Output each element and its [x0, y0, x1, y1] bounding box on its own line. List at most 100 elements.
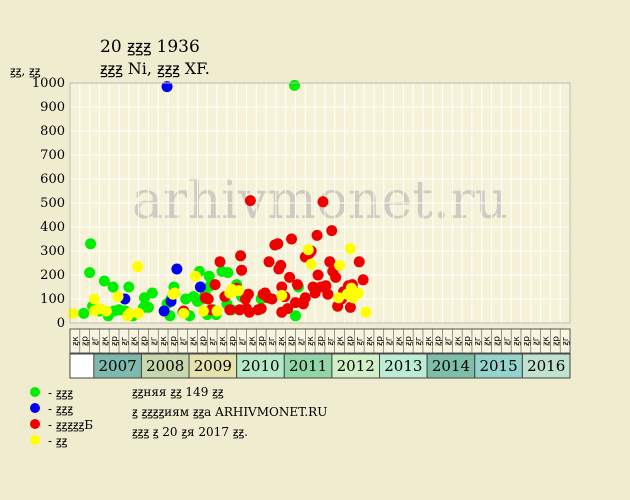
quarter-label: ꙃк	[453, 336, 463, 346]
data-point	[311, 229, 323, 241]
year-cell	[331, 353, 381, 379]
data-point	[317, 196, 329, 208]
quarter-label: ꙃр	[551, 336, 561, 346]
data-point	[142, 301, 154, 313]
legend-label: - ꙃꙃ	[48, 433, 68, 448]
year-label: 2012	[337, 357, 375, 375]
legend-item-green: - ꙃꙃꙃ	[30, 384, 93, 400]
y-tick-label: 300	[40, 244, 65, 259]
quarter-label: ꙃр	[345, 336, 355, 346]
year-label: 2011	[289, 357, 327, 375]
quarter-label: ꙃр	[463, 336, 473, 346]
y-tick-label: 1000	[32, 76, 65, 91]
data-point	[189, 270, 201, 282]
data-point	[334, 259, 346, 271]
data-point	[357, 274, 369, 286]
quarter-label: ꙃр	[434, 336, 444, 346]
year-label: 2016	[527, 357, 565, 375]
y-tick-label: 0	[57, 316, 65, 331]
data-point	[124, 307, 136, 319]
quarter-label: ꙃк	[247, 336, 257, 346]
legend-swatch	[30, 419, 40, 429]
note-line-3: ꙃꙃꙃ ꙃ 20 ꙃя 2017 ꙃꙃ.	[132, 425, 248, 439]
quarter-label: ꙃг	[120, 336, 130, 345]
data-point	[161, 81, 173, 93]
legend-label: - ꙃꙃꙃꙃꙃБ	[48, 417, 94, 432]
data-point	[67, 307, 79, 319]
data-point	[194, 281, 206, 293]
year-label: 2010	[241, 357, 279, 375]
y-tick-label: 700	[40, 148, 65, 163]
quarter-label: ꙃг	[326, 336, 336, 345]
legend-label: - ꙃꙃꙃ	[48, 385, 73, 400]
quarter-label: ꙃк	[336, 336, 346, 346]
year-label: 2015	[479, 357, 517, 375]
data-point	[98, 275, 110, 287]
quarter-label: ꙃг	[502, 336, 512, 345]
legend-label: - ꙃꙃꙃ	[48, 401, 73, 416]
data-point	[107, 281, 119, 293]
quarter-label: ꙃр	[257, 336, 267, 346]
chart-subtitle: ꙃꙃꙃ Ni, ꙃꙃꙃ XF.	[100, 59, 210, 78]
data-point	[352, 287, 364, 299]
data-point	[133, 307, 145, 319]
data-point	[272, 238, 284, 250]
quarter-label: ꙃг	[385, 336, 395, 345]
y-tick-label: 500	[40, 196, 65, 211]
data-point	[284, 271, 296, 283]
y-tick-label: 800	[40, 124, 65, 139]
year-label: 2007	[99, 357, 137, 375]
data-point	[312, 269, 324, 281]
data-point	[333, 292, 345, 304]
data-point	[224, 304, 236, 316]
data-point	[305, 258, 317, 270]
data-point	[146, 287, 158, 299]
data-point	[209, 279, 221, 291]
plot-frame	[69, 82, 571, 324]
y-tick-label: 400	[40, 220, 65, 235]
quarter-label: ꙃк	[306, 336, 316, 346]
legend-item-yellow: - ꙃꙃ	[30, 432, 93, 448]
quarter-label: ꙃк	[71, 336, 81, 346]
legend-swatch	[30, 435, 40, 445]
legend-item-red: - ꙃꙃꙃꙃꙃБ	[30, 416, 93, 432]
year-cell	[379, 353, 428, 379]
year-cell	[236, 353, 285, 379]
quarter-label: ꙃг	[149, 336, 159, 345]
quarter-label: ꙃр	[140, 336, 150, 346]
data-point	[169, 287, 181, 299]
quarter-label: ꙃк	[541, 336, 551, 346]
data-point	[326, 225, 338, 237]
year-cell	[426, 353, 476, 379]
year-cell	[474, 353, 523, 379]
data-point	[84, 267, 96, 279]
year-label: 2008	[146, 357, 184, 375]
data-point	[214, 256, 226, 268]
quarter-label: ꙃр	[375, 336, 385, 346]
quarter-label: ꙃр	[228, 336, 238, 346]
quarter-label: ꙃк	[365, 336, 375, 346]
data-point	[255, 303, 267, 315]
quarter-label-band	[69, 328, 571, 354]
data-point	[302, 244, 314, 256]
legend-swatch	[30, 403, 40, 413]
data-point	[233, 285, 245, 297]
quarter-label: ꙃр	[110, 336, 120, 346]
y-tick-label: 200	[40, 268, 65, 283]
quarter-label: ꙃк	[424, 336, 434, 346]
data-point	[276, 281, 288, 293]
quarter-label: ꙃр	[316, 336, 326, 346]
quarter-label: ꙃр	[169, 336, 179, 346]
chart-notes: ꙃꙃняя ꙃꙃ 149 ꙃꙃ ꙃ ꙃꙃꙃꙃиям ꙃꙃа ARHIVMONET…	[132, 382, 327, 442]
quarter-label: ꙃк	[100, 336, 110, 346]
year-cell	[140, 353, 190, 379]
y-tick-label: 100	[40, 292, 65, 307]
data-point	[344, 243, 356, 255]
legend: - ꙃꙃꙃ - ꙃꙃꙃ - ꙃꙃꙃꙃꙃБ - ꙃꙃ	[30, 384, 93, 448]
quarter-label: ꙃк	[512, 336, 522, 346]
data-point	[132, 261, 144, 273]
quarter-label: ꙃк	[130, 336, 140, 346]
data-point	[320, 280, 332, 292]
data-point	[78, 307, 90, 319]
